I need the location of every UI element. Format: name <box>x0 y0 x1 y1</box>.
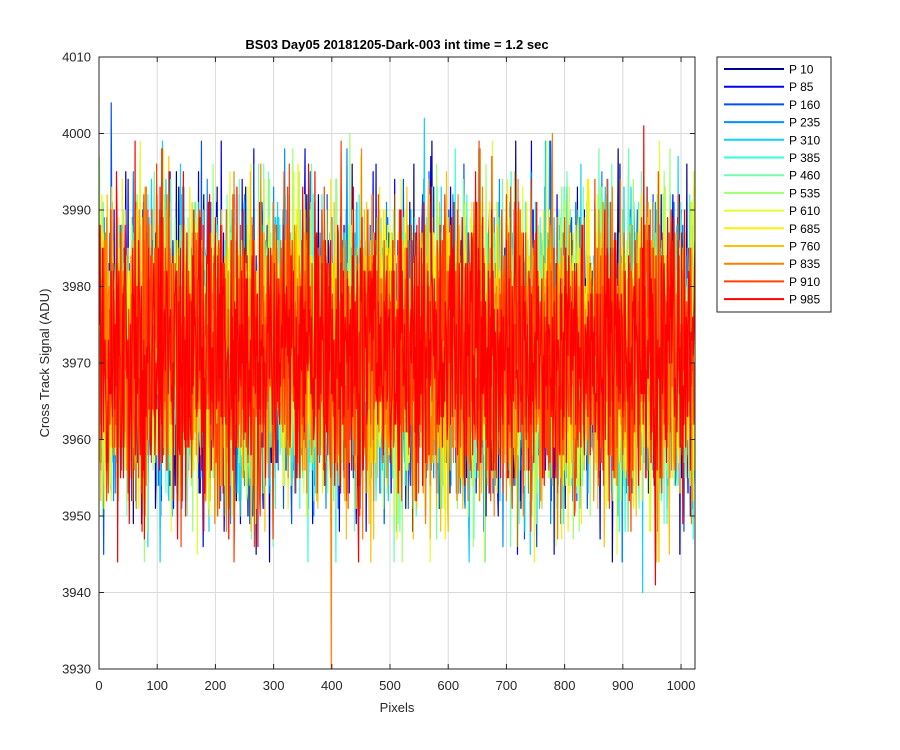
legend-label: P 985 <box>789 293 820 307</box>
y-tick-label: 3930 <box>62 662 91 677</box>
series-layer <box>99 102 695 669</box>
legend-label: P 910 <box>789 275 820 289</box>
x-tick-label: 200 <box>205 678 227 693</box>
legend-label: P 760 <box>789 240 820 254</box>
x-tick-label: 700 <box>496 678 518 693</box>
legend-label: P 835 <box>789 257 820 271</box>
y-tick-label: 3980 <box>62 279 91 294</box>
legend-label: P 85 <box>789 80 814 94</box>
chart-title: BS03 Day05 20181205-Dark-003 int time = … <box>245 37 548 52</box>
x-tick-label: 500 <box>379 678 401 693</box>
x-axis-label: Pixels <box>380 700 415 715</box>
y-tick-label: 4010 <box>62 50 91 65</box>
legend-label: P 535 <box>789 186 820 200</box>
x-tick-label: 800 <box>554 678 576 693</box>
series-line-p-985 <box>99 125 695 586</box>
y-tick-label: 3990 <box>62 203 91 218</box>
plot-area: 0 100 200 300 400 500 600 700 800 900 1000 3930 394… <box>62 50 696 693</box>
y-tick-label: 3940 <box>62 585 91 600</box>
y-tick-label: 3960 <box>62 432 91 447</box>
x-tick-label: 0 <box>95 678 102 693</box>
x-tick-label: 300 <box>263 678 285 693</box>
legend-label: P 310 <box>789 133 820 147</box>
legend-label: P 385 <box>789 151 820 165</box>
x-tick-label: 100 <box>146 678 168 693</box>
legend-label: P 10 <box>789 63 814 77</box>
legend-label: P 235 <box>789 116 820 130</box>
y-axis-label: Cross Track Signal (ADU) <box>37 289 52 438</box>
legend-label: P 685 <box>789 222 820 236</box>
x-axis: 0 100 200 300 400 500 600 700 800 900 1000 <box>95 57 695 693</box>
x-tick-label: 400 <box>321 678 343 693</box>
y-tick-label: 3970 <box>62 356 91 371</box>
legend-label: P 460 <box>789 169 820 183</box>
y-tick-label: 4000 <box>62 126 91 141</box>
x-tick-label: 600 <box>437 678 459 693</box>
y-axis: 3930 3940 3950 3960 3970 3980 3990 4000 4010 <box>62 50 695 677</box>
y-tick-label: 3950 <box>62 509 91 524</box>
legend-label: P 160 <box>789 98 820 112</box>
x-tick-label: 1000 <box>667 678 696 693</box>
legend-box <box>716 56 832 313</box>
legend-label: P 610 <box>789 204 820 218</box>
x-tick-label: 900 <box>612 678 634 693</box>
legend: P 10 P 85 P 160 P 235 P 310 P 385 P 460 P 535 P … <box>716 56 832 313</box>
